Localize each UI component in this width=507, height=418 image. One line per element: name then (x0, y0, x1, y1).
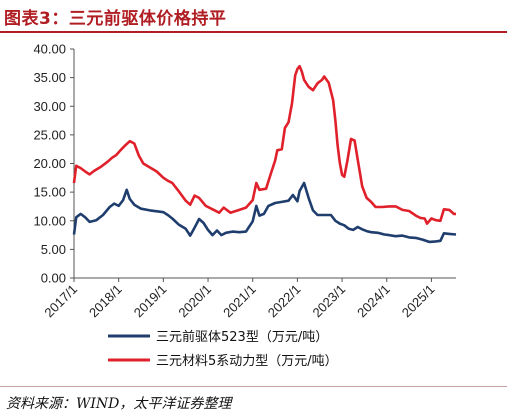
price-line-chart: 0.00 5.00 10.00 15.00 20.00 25.00 30.00 35.00 40… (33, 42, 457, 369)
series-lines (72, 64, 457, 244)
x-tick-label: 2024/1 (354, 282, 393, 321)
title-divider (0, 31, 507, 33)
axes: 0.00 5.00 10.00 15.00 20.00 25.00 30.00 35.00 40… (33, 42, 456, 321)
legend-label: 三元材料5系动力型（万元/吨） (156, 354, 338, 369)
footer-divider (0, 386, 507, 387)
x-tick-label: 2023/1 (309, 282, 348, 321)
y-tick-label: 40.00 (33, 42, 66, 57)
x-tick-label: 2020/1 (175, 282, 214, 321)
y-tick-label: 20.00 (33, 156, 66, 171)
x-tick-label: 2021/1 (220, 282, 259, 321)
page-title: 图表3：三元前驱体价格持平 (4, 9, 227, 29)
source-note: 资料来源：WIND，太平洋证券整理 (6, 396, 232, 412)
series-line-material-5-series (72, 64, 456, 225)
y-tick-label: 5.00 (41, 242, 66, 257)
legend: 三元前驱体523型（万元/吨） 三元材料5系动力型（万元/吨） (108, 329, 338, 369)
y-tick-label: 30.00 (33, 99, 66, 114)
x-tick-label: 2018/1 (86, 282, 125, 321)
y-tick-label: 10.00 (33, 213, 66, 228)
y-tick-label: 35.00 (33, 70, 66, 85)
x-tick-label: 2017/1 (41, 282, 80, 321)
x-tick-label: 2022/1 (265, 282, 304, 321)
header: 图表3：三元前驱体价格持平 (0, 0, 507, 34)
y-tick-label: 15.00 (33, 185, 66, 200)
x-tick-label: 2025/1 (399, 282, 438, 321)
series-line-precursor-523 (72, 181, 457, 244)
y-tick-label: 0.00 (41, 271, 66, 286)
y-tick-label: 25.00 (33, 127, 66, 142)
x-tick-label: 2019/1 (131, 282, 170, 321)
legend-label: 三元前驱体523型（万元/吨） (156, 329, 328, 345)
